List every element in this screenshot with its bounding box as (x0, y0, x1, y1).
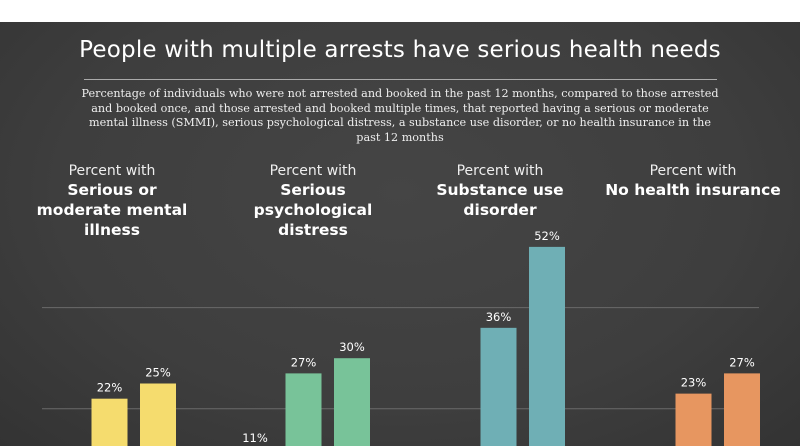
group-heading-substance-use: Percent with Substance use disorder (405, 162, 595, 220)
group-prefix: Percent with (649, 163, 737, 179)
data-label: 23% (681, 376, 707, 390)
data-label: 27% (291, 355, 317, 369)
data-label: 25% (145, 366, 171, 380)
group-label: No health insurance (605, 181, 781, 199)
group-heading-mental-illness: Percent with Serious or moderate mental … (17, 162, 207, 240)
bar (480, 327, 517, 446)
bar (285, 373, 322, 446)
group-heading-no-insurance: Percent with No health insurance (598, 162, 788, 200)
data-label: 27% (729, 355, 755, 369)
bar (724, 373, 760, 446)
chart-subtitle: Percentage of individuals who were not a… (81, 87, 719, 144)
bar (529, 246, 565, 446)
data-label: 22% (97, 381, 123, 395)
group-prefix: Percent with (68, 163, 156, 179)
title-divider (84, 79, 717, 80)
bar (675, 393, 712, 446)
data-label: 11% (242, 431, 268, 445)
bar (334, 358, 370, 446)
group-label: Serious or moderate mental illness (36, 181, 188, 239)
group-label: Substance use disorder (436, 181, 564, 219)
data-label: 52% (534, 229, 560, 243)
group-heading-psych-distress: Percent with Serious psychological distr… (218, 162, 408, 240)
bar (140, 383, 176, 446)
group-label: Serious psychological distress (253, 181, 373, 239)
chart-background (0, 22, 800, 446)
data-label: 36% (486, 310, 512, 324)
data-label: 30% (339, 340, 365, 354)
group-prefix: Percent with (456, 163, 544, 179)
group-prefix: Percent with (269, 163, 357, 179)
chart-title: People with multiple arrests have seriou… (79, 37, 721, 63)
bar (91, 398, 128, 446)
